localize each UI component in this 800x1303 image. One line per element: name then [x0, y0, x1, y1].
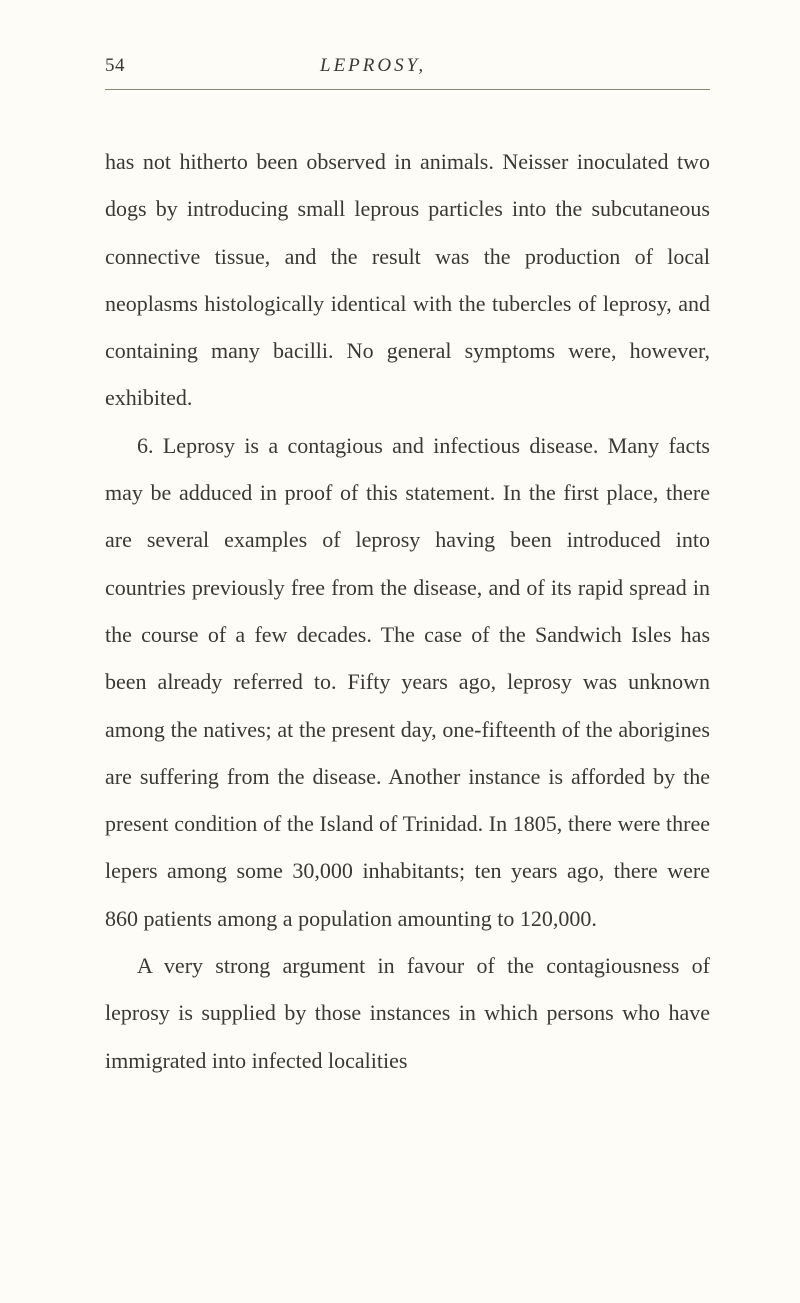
body-text: has not hitherto been observed in animal… [105, 138, 710, 1084]
paragraph-3: A very strong argument in favour of the … [105, 942, 710, 1084]
paragraph-2: 6. Leprosy is a contagious and infectiou… [105, 422, 710, 942]
page-number: 54 [105, 55, 125, 77]
header-divider [105, 89, 710, 90]
running-title: LEPROSY, [320, 55, 426, 77]
paragraph-1: has not hitherto been observed in animal… [105, 138, 710, 422]
page-header: 54 LEPROSY, [105, 55, 710, 77]
